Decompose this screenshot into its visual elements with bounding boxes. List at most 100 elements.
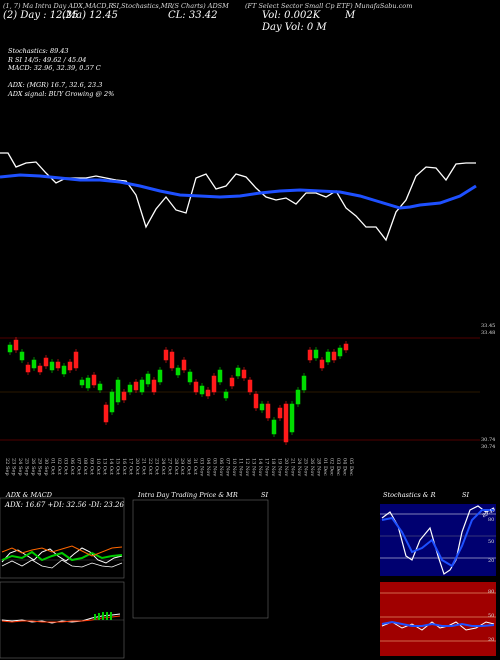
header-title-3: (S Charts) ADSM	[172, 2, 229, 10]
date-tick-label: 28 Oct	[173, 458, 179, 475]
header-title-1: (1, 7) Ma Intra Day ADX,MACD,R	[3, 2, 114, 10]
candle-down	[247, 379, 253, 393]
candle-down	[205, 389, 211, 397]
candle-down	[67, 361, 73, 371]
candle-down	[37, 365, 43, 373]
candle-up	[115, 379, 121, 403]
adx-panel-readout: ADX: 16.67 +DI: 32.56 -DI: 23.26	[5, 501, 124, 509]
date-tick-label: 04 Dec	[342, 458, 348, 476]
candlestick-panel	[0, 337, 480, 445]
candle-up	[127, 384, 133, 393]
date-tick-label: 27 Oct	[166, 458, 172, 475]
date-tick-label: 30 Oct	[186, 458, 192, 475]
candle-down	[55, 361, 61, 369]
candle-up	[19, 351, 25, 361]
day-volume-label: Day Vol: 0 M	[262, 22, 327, 33]
moving-average-line	[0, 173, 477, 210]
rsi-level-80: 80	[488, 589, 495, 595]
candle-up	[157, 369, 163, 383]
stochastics-panel-si: SI	[462, 491, 470, 499]
date-tick-label: 09 Oct	[88, 458, 94, 475]
date-tick-label: 08 Oct	[82, 458, 88, 475]
adx-readout: ADX: (MGR) 16.7, 32.6, 23.3	[8, 81, 103, 89]
date-tick-label: 03 Nov	[199, 458, 205, 476]
candle-down	[211, 375, 217, 393]
header-title-2: SI,Stochastics,MR	[112, 2, 173, 10]
adx-panel	[0, 545, 124, 569]
date-tick-label: 20 Oct	[134, 458, 140, 475]
candle-up	[271, 419, 277, 435]
candle-up	[139, 379, 145, 393]
date-tick-label: 01 Dec	[322, 458, 328, 476]
date-tick-label: 26 Sep	[30, 458, 36, 476]
date-tick-label: 19 Nov	[277, 458, 283, 476]
adx-alt-line	[1, 559, 123, 569]
candle-down	[193, 381, 199, 393]
stoch-level-50: 50	[488, 539, 495, 545]
date-tick-label: 12 Nov	[244, 458, 250, 476]
date-tick-label: 25 Sep	[23, 458, 29, 476]
rsi-level-50: 50	[488, 613, 495, 619]
candle-down	[121, 391, 127, 401]
date-tick-label: 13 Nov	[251, 458, 257, 476]
candle-up	[301, 375, 307, 391]
date-tick-label: 29 Oct	[179, 458, 185, 475]
volume-label: Vol: 0.002K	[262, 10, 321, 21]
header-title-4: (FT Select Sector Small Cp ETF) MunafaSa…	[245, 2, 413, 10]
candle-down	[163, 349, 169, 361]
candle-down	[91, 374, 97, 386]
candle-up	[325, 351, 331, 363]
date-tick-label: 26 Nov	[309, 458, 315, 476]
date-tick-label: 15 Oct	[114, 458, 120, 475]
date-tick-label: 21 Oct	[140, 458, 146, 475]
indicator-readout: Stochastics: 89.43 R SI 14/5: 49.62 / 45…	[8, 47, 114, 98]
candle-down	[331, 351, 337, 361]
rsi-panel	[380, 582, 496, 656]
volume-unit: M	[345, 10, 356, 21]
date-tick-label: 16 Oct	[121, 458, 127, 475]
candle-up	[175, 367, 181, 376]
candle-down	[253, 393, 259, 409]
stoch-k-line	[381, 505, 495, 575]
rsi-line	[381, 621, 495, 631]
intraday-panel-si: SI	[261, 491, 269, 499]
macd-readout: MACD: 32.96, 32.39, 0.57 C	[8, 64, 101, 72]
candle-down	[307, 349, 313, 361]
price-line-chart	[0, 152, 477, 242]
candle-up	[49, 361, 55, 371]
candle-up	[223, 391, 229, 399]
date-tick-label: 01 Oct	[49, 458, 55, 475]
date-tick-label: 31 Oct	[192, 458, 198, 475]
date-tick-label: 24 Sep	[17, 458, 23, 476]
candle-up	[295, 389, 301, 405]
macd-histogram	[94, 612, 112, 620]
date-tick-label: 05 Dec	[348, 458, 354, 476]
day-change-label: (2) Day : 12.25	[3, 10, 79, 21]
candle-down	[343, 343, 349, 351]
date-tick-label: 06 Nov	[218, 458, 224, 476]
date-tick-label: 03 Dec	[335, 458, 341, 476]
date-tick-label: 22 Sep	[4, 458, 10, 476]
candle-up	[85, 377, 91, 389]
ma-change-label: (Ma) 12.45	[62, 10, 118, 21]
candle-down	[103, 404, 109, 423]
date-tick-label: 03 Oct	[62, 458, 68, 475]
candle-down	[43, 357, 49, 367]
intraday-panel-frame	[132, 499, 269, 619]
date-tick-label: 05 Nov	[212, 458, 218, 476]
candle-down	[181, 359, 187, 371]
candle-up	[109, 391, 115, 413]
candle-up	[289, 403, 295, 433]
candle-up	[31, 359, 37, 369]
candle-down	[241, 369, 247, 379]
date-tick-label: 17 Oct	[127, 458, 133, 475]
adx-signal-readout: ADX signal: BUY Growing @ 2%	[8, 89, 115, 98]
stochastics-panel-title: Stochastics & R	[383, 491, 436, 499]
date-tick-label: 06 Oct	[69, 458, 75, 475]
date-tick-label: 17 Nov	[264, 458, 270, 476]
date-tick-label: 23 Oct	[153, 458, 159, 475]
candle-down	[25, 364, 31, 373]
date-tick-label: 18 Nov	[270, 458, 276, 476]
date-tick-label: 13 Oct	[101, 458, 107, 475]
candle-up	[217, 369, 223, 383]
